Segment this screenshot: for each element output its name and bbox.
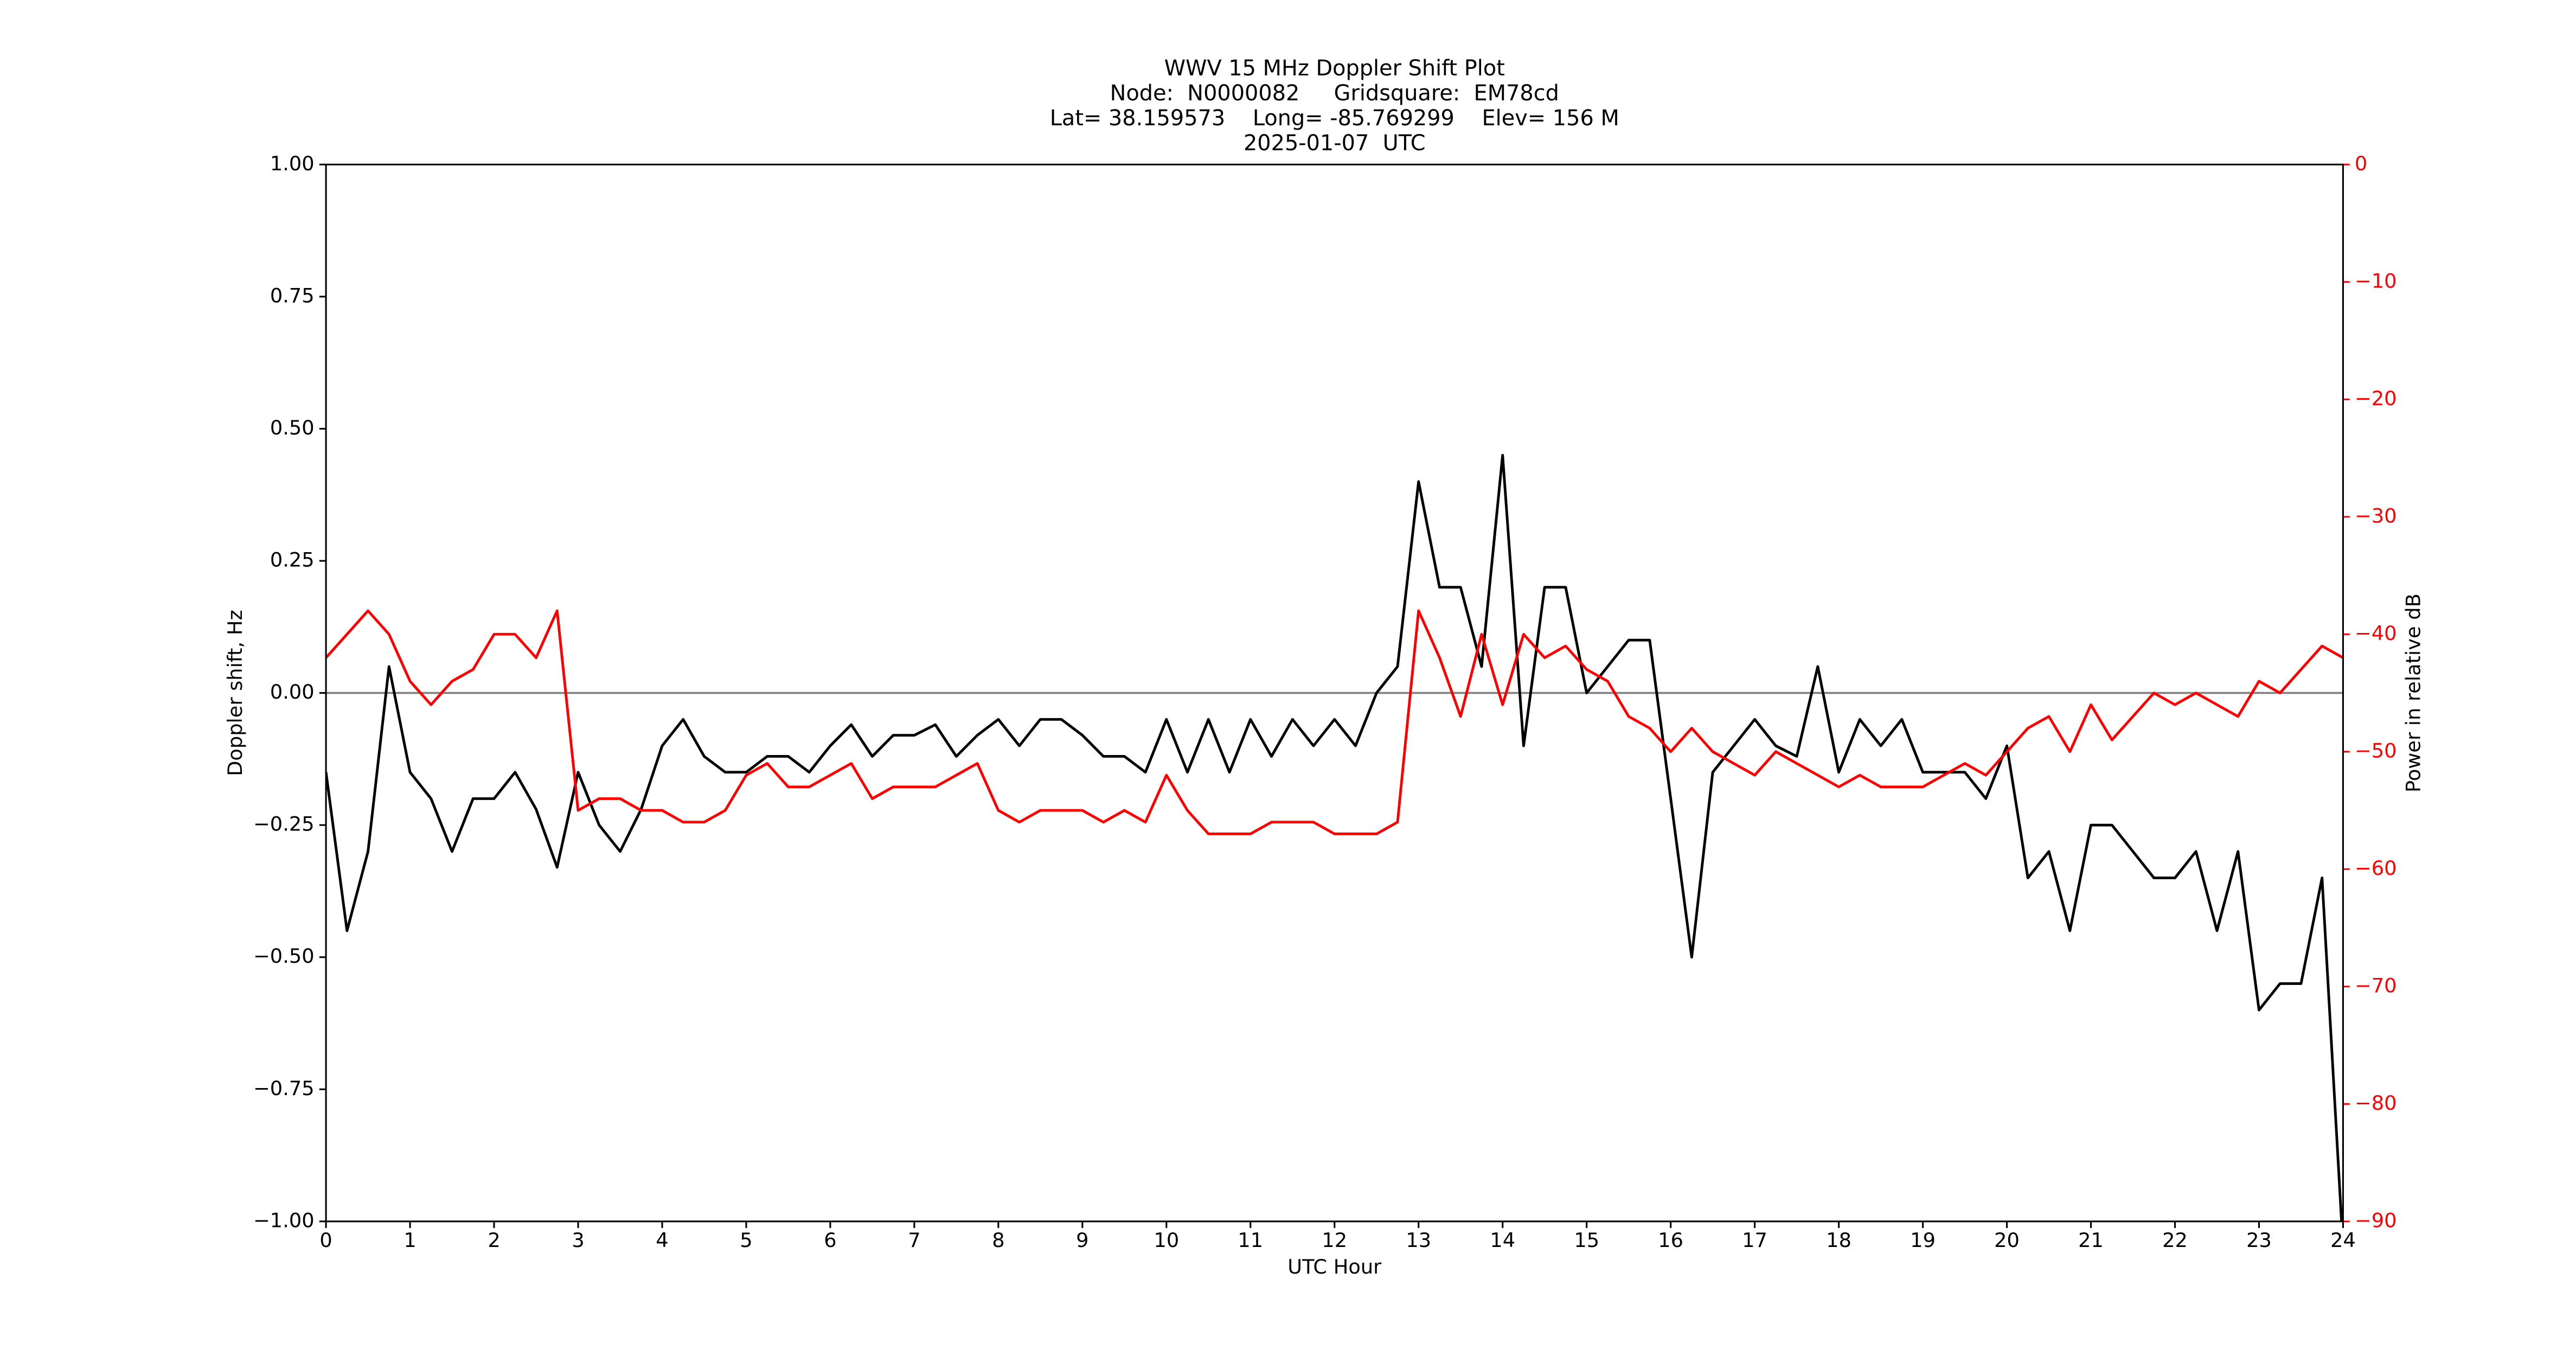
x-tick-label: 2	[488, 1229, 500, 1252]
x-tick-label: 11	[1238, 1229, 1263, 1252]
y-tick-label: 0.25	[270, 548, 315, 572]
y2-tick-label: −10	[2355, 269, 2397, 292]
x-tick-label: 15	[1574, 1229, 1599, 1252]
x-tick-label: 6	[824, 1229, 836, 1252]
x-tick-label: 8	[992, 1229, 1004, 1252]
x-tick-label: 7	[908, 1229, 920, 1252]
y2-tick-label: −40	[2355, 622, 2397, 645]
y-tick-label: 0.75	[270, 284, 315, 307]
x-tick-label: 9	[1076, 1229, 1088, 1252]
y-tick-label: 0.00	[270, 680, 315, 703]
y2-tick-label: −70	[2355, 974, 2397, 997]
x-tick-label: 19	[1910, 1229, 1936, 1252]
x-tick-label: 10	[1154, 1229, 1179, 1252]
title-line: Node: N0000082 Gridsquare: EM78cd	[1110, 81, 1559, 106]
series-line	[326, 609, 2343, 835]
x-tick-label: 23	[2246, 1229, 2272, 1252]
y2-tick-label: −90	[2355, 1208, 2397, 1232]
x-tick-label: 0	[319, 1229, 332, 1252]
x-tick-label: 14	[1490, 1229, 1515, 1252]
x-tick-label: 5	[740, 1229, 752, 1252]
y2-tick-label: −60	[2355, 856, 2397, 880]
x-tick-label: 16	[1658, 1229, 1683, 1252]
y-tick-label: −1.00	[253, 1208, 315, 1232]
title-line: WWV 15 MHz Doppler Shift Plot	[1164, 56, 1505, 81]
x-tick-label: 12	[1322, 1229, 1347, 1252]
series-line	[326, 453, 2343, 1221]
title-line: 2025-01-07 UTC	[1244, 131, 1426, 156]
plot-frame	[325, 163, 2344, 1223]
x-tick-label: 20	[1994, 1229, 2020, 1252]
x-tick-label: 1	[403, 1229, 416, 1252]
x-tick-label: 17	[1742, 1229, 1767, 1252]
y-axis-label: Doppler shift, Hz	[223, 610, 247, 776]
title-line: Lat= 38.159573 Long= -85.769299 Elev= 15…	[1050, 106, 1619, 131]
x-tick-label: 3	[572, 1229, 584, 1252]
y2-tick-label: −80	[2355, 1091, 2397, 1115]
x-tick-label: 24	[2330, 1229, 2356, 1252]
x-tick-label: 4	[656, 1229, 668, 1252]
x-tick-label: 18	[1826, 1229, 1851, 1252]
y2-tick-label: −50	[2355, 739, 2397, 762]
y-tick-label: −0.50	[253, 944, 315, 968]
y-tick-label: −0.25	[253, 813, 315, 836]
y2-axis-label: Power in relative dB	[2402, 593, 2425, 792]
x-tick-label: 21	[2078, 1229, 2104, 1252]
x-axis-label: UTC Hour	[1287, 1255, 1382, 1278]
x-tick-label: 22	[2162, 1229, 2188, 1252]
y2-tick-label: 0	[2355, 152, 2367, 175]
y-tick-label: −0.75	[253, 1077, 315, 1100]
y-tick-label: 0.50	[270, 416, 315, 439]
y-tick-label: 1.00	[270, 152, 315, 175]
y2-tick-label: −20	[2355, 387, 2397, 410]
y2-tick-label: −30	[2355, 504, 2397, 527]
x-tick-label: 13	[1406, 1229, 1431, 1252]
